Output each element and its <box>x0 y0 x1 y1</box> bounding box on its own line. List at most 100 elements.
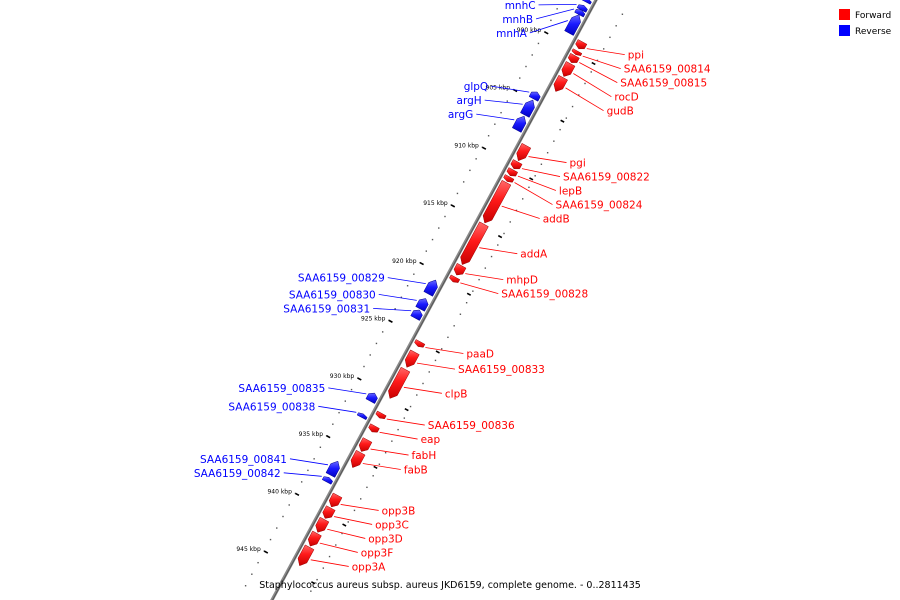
minor-dot <box>422 382 424 385</box>
minor-dot <box>465 302 468 304</box>
tick-label: 925 kbp <box>361 315 386 322</box>
minor-dot <box>456 192 459 195</box>
tick-label: 920 kbp <box>392 258 417 265</box>
tick-mark <box>560 119 565 123</box>
gene-eap <box>368 423 380 433</box>
tick-label: 930 kbp <box>330 373 355 380</box>
minor-dot <box>531 54 533 56</box>
tick-mark <box>357 377 362 381</box>
minor-dot <box>603 48 605 50</box>
leader-line <box>582 55 621 70</box>
tick-mark <box>529 177 534 181</box>
gene-label: SAA6159_00829 <box>298 273 385 285</box>
minor-dot <box>347 521 349 523</box>
gene-label: SAA6159_00841 <box>200 454 287 466</box>
gene-opp3C <box>322 505 336 519</box>
minor-dot <box>313 458 315 460</box>
gene-label: clpB <box>445 388 468 400</box>
minor-dot <box>444 215 446 218</box>
leader-line <box>416 362 456 370</box>
gene-label: SAA6159_00830 <box>289 289 376 301</box>
leader-line <box>379 431 418 440</box>
leader-line <box>283 472 322 477</box>
minor-dot <box>472 290 474 292</box>
leader-line <box>514 182 553 205</box>
gene-label: fabB <box>404 464 428 476</box>
gene-label: mnhC <box>505 0 536 12</box>
minor-dot <box>366 486 368 489</box>
legend: Forward Reverse <box>839 9 892 37</box>
gene-label: argH <box>457 95 482 107</box>
gene-features <box>297 0 592 567</box>
gene-opp3B <box>328 492 343 508</box>
minor-dot <box>450 204 452 206</box>
tick-label: 935 kbp <box>299 431 324 438</box>
leader-line <box>318 405 357 413</box>
leader-line <box>565 87 604 112</box>
legend-forward-label: Forward <box>855 11 891 21</box>
tick-mark <box>263 550 269 554</box>
legend-forward-swatch <box>839 9 850 20</box>
tick-mark <box>591 61 596 66</box>
tick-mark <box>388 319 393 323</box>
gene-label: SAA6159_00842 <box>194 468 281 480</box>
tick-mark <box>342 523 347 527</box>
tick-label: 945 kbp <box>236 546 261 553</box>
leader-line <box>319 542 358 553</box>
minor-dot <box>519 77 521 79</box>
gene-ppi <box>575 39 588 50</box>
minor-dot <box>341 532 343 535</box>
minor-dot <box>360 498 362 500</box>
minor-dot <box>391 440 393 442</box>
leader-line <box>334 516 373 525</box>
legend-reverse-swatch <box>839 25 850 36</box>
gene-label: opp3C <box>375 519 409 531</box>
minor-dot <box>621 13 624 15</box>
minor-dot <box>559 128 561 131</box>
minor-dot <box>528 186 530 189</box>
gene-opp3A <box>297 544 315 567</box>
minor-dot <box>484 267 487 269</box>
minor-dot <box>590 71 592 73</box>
minor-dot <box>425 250 427 252</box>
gene-label: SAA6159_00835 <box>238 383 325 395</box>
gene-label: addB <box>543 214 570 226</box>
minor-dot <box>394 308 396 310</box>
gene-label: eap <box>421 434 441 446</box>
minor-dot <box>350 388 353 391</box>
tick-mark <box>497 234 503 239</box>
gene-label: ppi <box>628 50 644 62</box>
leader-line <box>465 273 504 281</box>
minor-dot <box>534 175 536 177</box>
leader-line <box>386 418 425 426</box>
tick-mark <box>419 261 424 266</box>
gene-argG <box>511 115 527 133</box>
minor-dot <box>316 578 318 581</box>
leader-line <box>521 168 561 177</box>
leader-line <box>378 293 417 301</box>
minor-dot <box>475 158 477 160</box>
gene-label: opp3F <box>361 547 393 559</box>
minor-dot <box>503 232 505 235</box>
minor-dot <box>378 463 381 465</box>
tick-mark <box>373 465 378 469</box>
leader-line <box>538 4 577 6</box>
leader-line <box>289 458 329 466</box>
gene-lepB <box>506 167 519 177</box>
gene-label: pgi <box>570 158 586 170</box>
gene-SAA6159_00814 <box>571 48 583 56</box>
gene-label: gudB <box>607 106 634 118</box>
tick-label: 915 kbp <box>423 200 448 207</box>
gene-label: SAA6159_00815 <box>620 78 707 90</box>
gene-SAA6159_00829 <box>423 279 438 297</box>
gene-argH <box>520 99 535 118</box>
minor-dot <box>550 19 552 22</box>
leader-line <box>373 307 412 312</box>
gene-mhpD <box>453 262 467 276</box>
minor-dot <box>388 319 390 322</box>
minor-dot <box>537 42 540 45</box>
gene-kapB <box>581 0 592 5</box>
minor-tick-dots <box>244 8 624 592</box>
gene-label: rocD <box>614 92 638 104</box>
gene-label: mnhB <box>502 14 533 26</box>
